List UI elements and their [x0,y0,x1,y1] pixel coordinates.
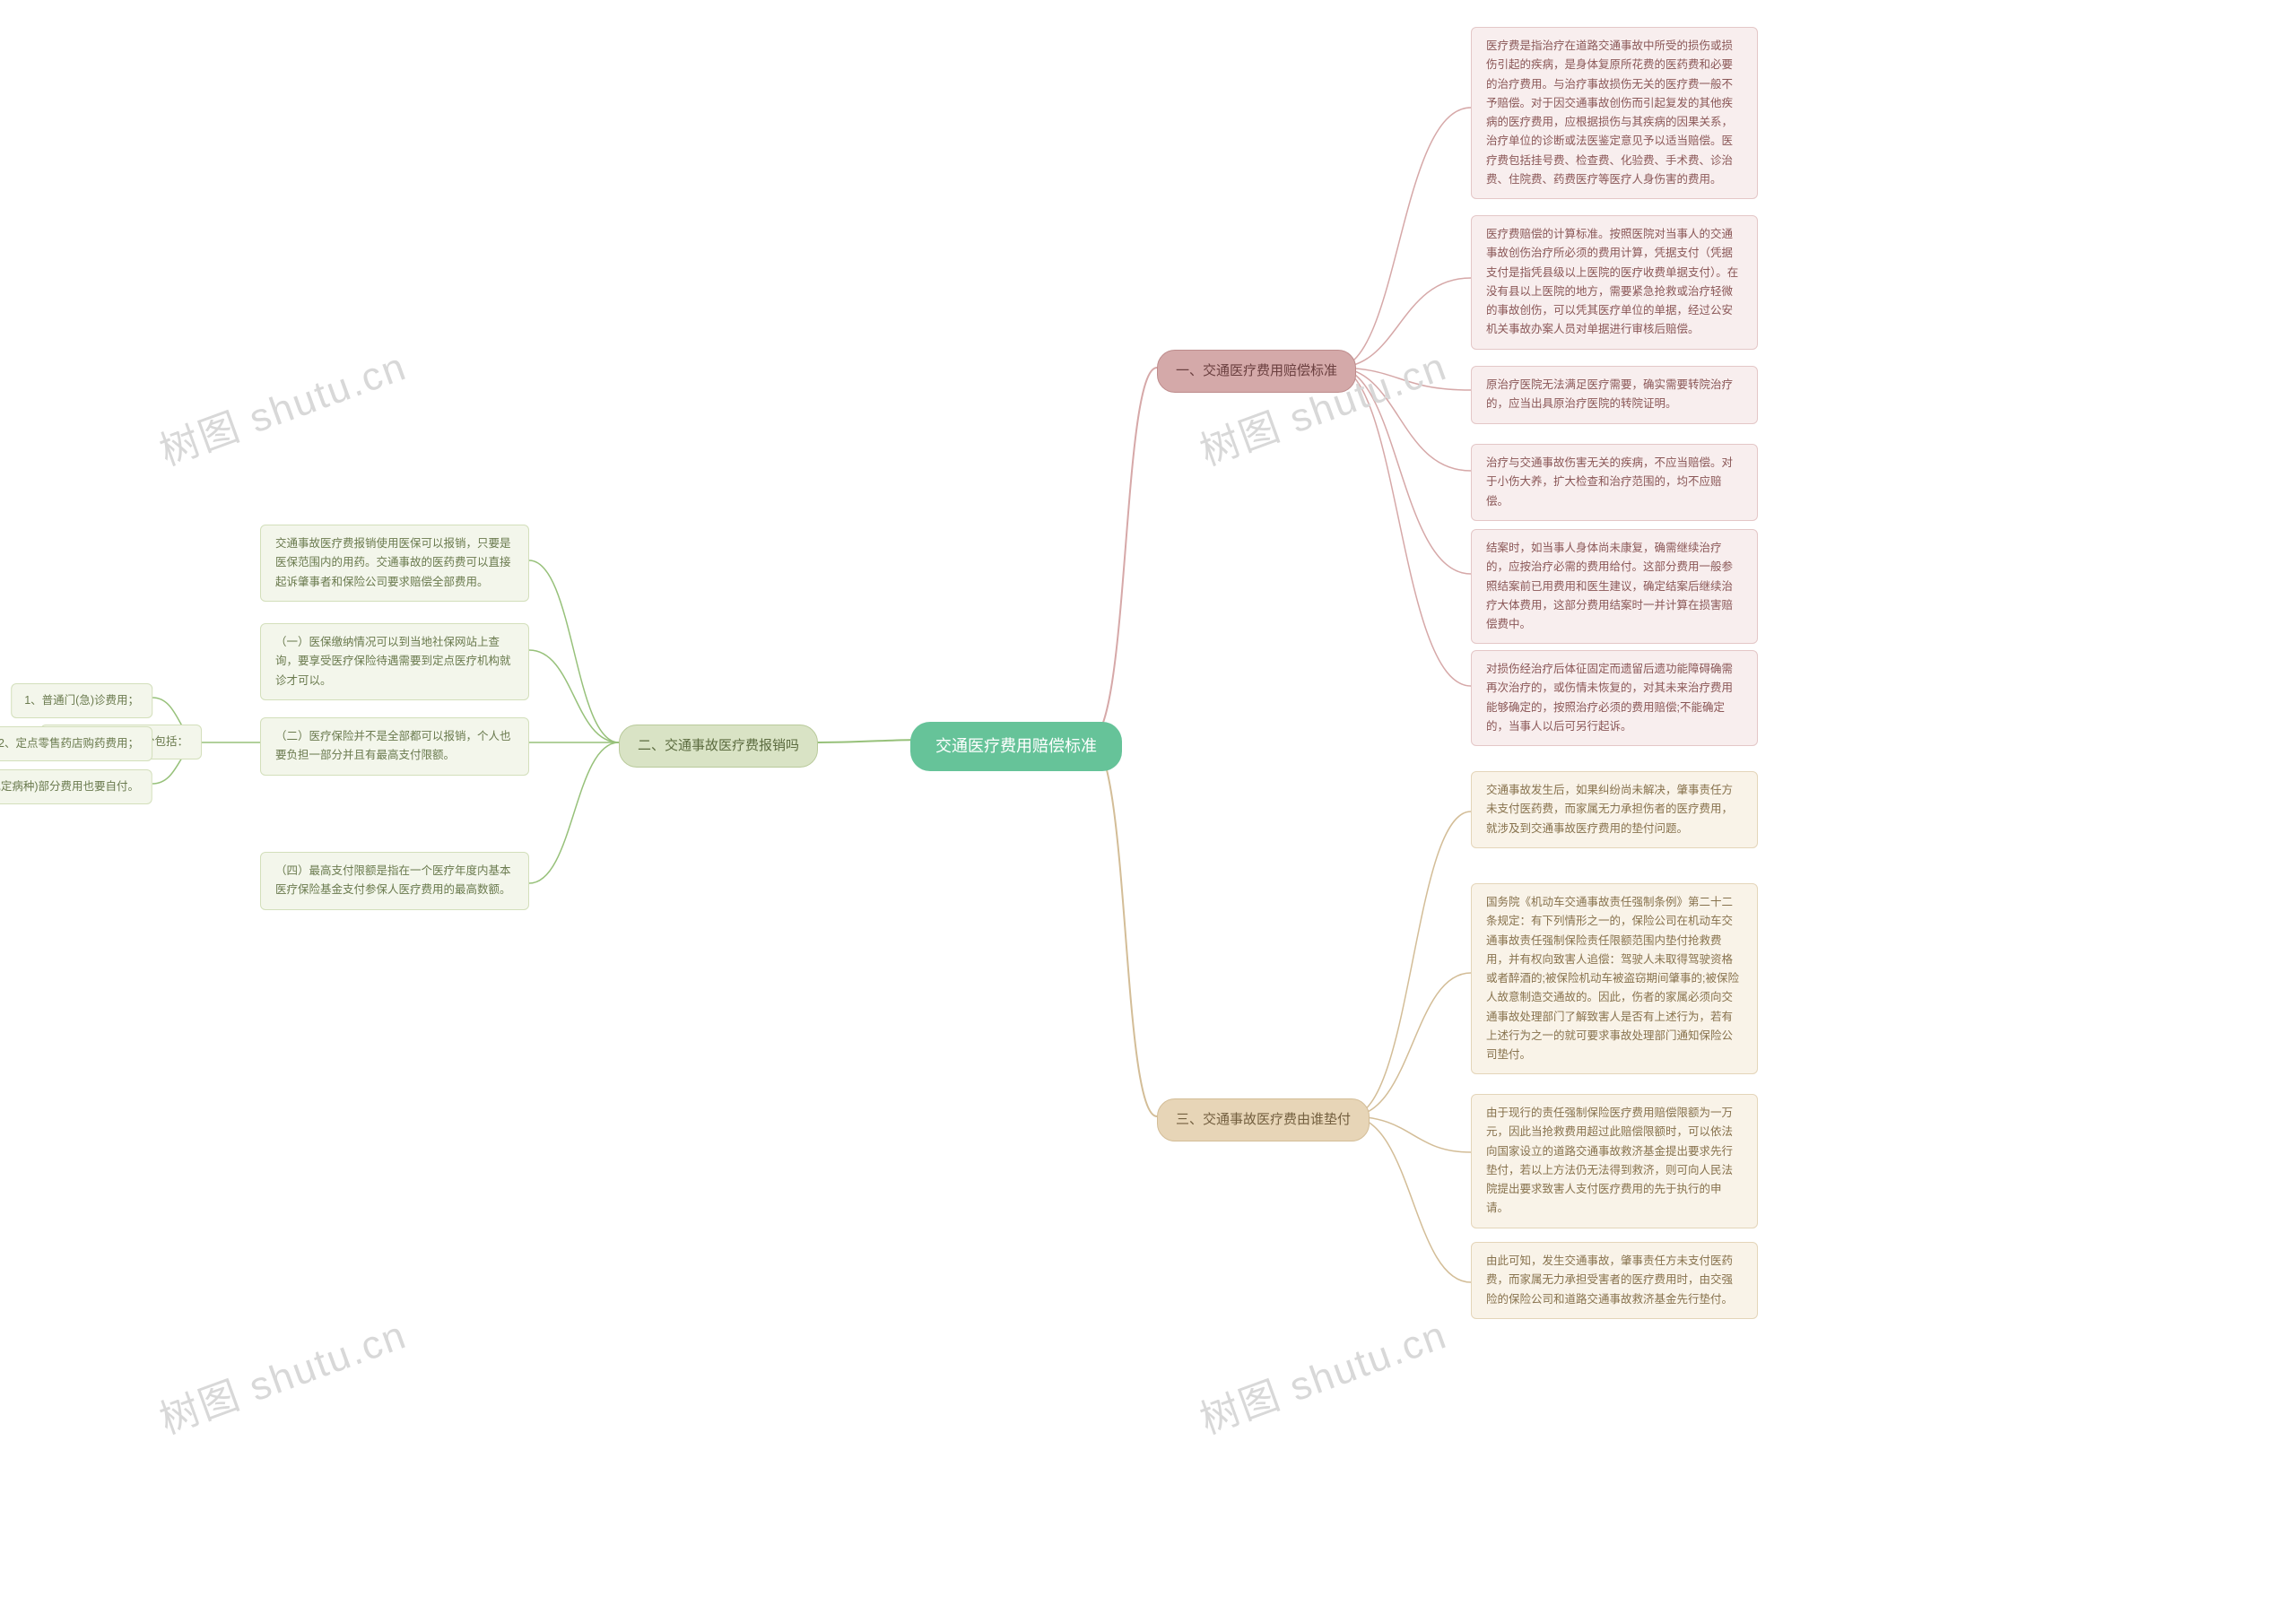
branch-2-leaf[interactable]: （一）医保缴纳情况可以到当地社保网站上查询，要享受医疗保险待遇需要到定点医疗机构… [260,623,529,700]
branch-3-leaf[interactable]: 交通事故发生后，如果纠纷尚未解决，肇事责任方未支付医药费，而家属无力承担伤者的医… [1471,771,1758,848]
branch-1-leaf[interactable]: 医疗费赔偿的计算标准。按照医院对当事人的交通事故创伤治疗所必须的费用计算，凭据支… [1471,215,1758,350]
connector-layer [0,0,2296,1597]
branch-3-leaf[interactable]: 由于现行的责任强制保险医疗费用赔偿限额为一万元，因此当抢救费用超过此赔偿限额时，… [1471,1094,1758,1228]
branch-2-sub-item[interactable]: 3、住院(门诊规定病种)部分费用也要自付。 [0,769,152,804]
root-node[interactable]: 交通医疗费用赔偿标准 [910,722,1122,771]
watermark: 树图 shutu.cn [1191,1303,1454,1445]
watermark: 树图 shutu.cn [151,1303,413,1445]
branch-2-sub-item[interactable]: 2、定点零售药店购药费用； [0,726,152,761]
branch-1-leaf[interactable]: 医疗费是指治疗在道路交通事故中所受的损伤或损伤引起的疾病，是身体复原所花费的医药… [1471,27,1758,199]
branch-2-leaf[interactable]: （四）最高支付限额是指在一个医疗年度内基本医疗保险基金支付参保人医疗费用的最高数… [260,852,529,910]
branch-3[interactable]: 三、交通事故医疗费由谁垫付 [1157,1098,1370,1141]
branch-1-leaf[interactable]: 对损伤经治疗后体征固定而遗留后遗功能障碍确需再次治疗的，或伤情未恢复的，对其未来… [1471,650,1758,746]
branch-3-leaf[interactable]: 由此可知，发生交通事故，肇事责任方未支付医药费，而家属无力承担受害者的医疗费用时… [1471,1242,1758,1319]
watermark: 树图 shutu.cn [151,334,413,477]
branch-2[interactable]: 二、交通事故医疗费报销吗 [619,725,818,768]
branch-1[interactable]: 一、交通医疗费用赔偿标准 [1157,350,1356,393]
branch-2-sub-item[interactable]: 1、普通门(急)诊费用； [11,683,152,718]
branch-2-leaf[interactable]: 交通事故医疗费报销使用医保可以报销，只要是医保范围内的用药。交通事故的医药费可以… [260,525,529,602]
branch-2-leaf[interactable]: （二）医疗保险并不是全部都可以报销，个人也要负担一部分并且有最高支付限额。 [260,717,529,776]
branch-1-leaf[interactable]: 原治疗医院无法满足医疗需要，确实需要转院治疗的，应当出具原治疗医院的转院证明。 [1471,366,1758,424]
branch-3-leaf[interactable]: 国务院《机动车交通事故责任强制条例》第二十二条规定：有下列情形之一的，保险公司在… [1471,883,1758,1074]
branch-1-leaf[interactable]: 结案时，如当事人身体尚未康复，确需继续治疗的，应按治疗必需的费用给付。这部分费用… [1471,529,1758,644]
branch-1-leaf[interactable]: 治疗与交通事故伤害无关的疾病，不应当赔偿。对于小伤大养，扩大检查和治疗范围的，均… [1471,444,1758,521]
